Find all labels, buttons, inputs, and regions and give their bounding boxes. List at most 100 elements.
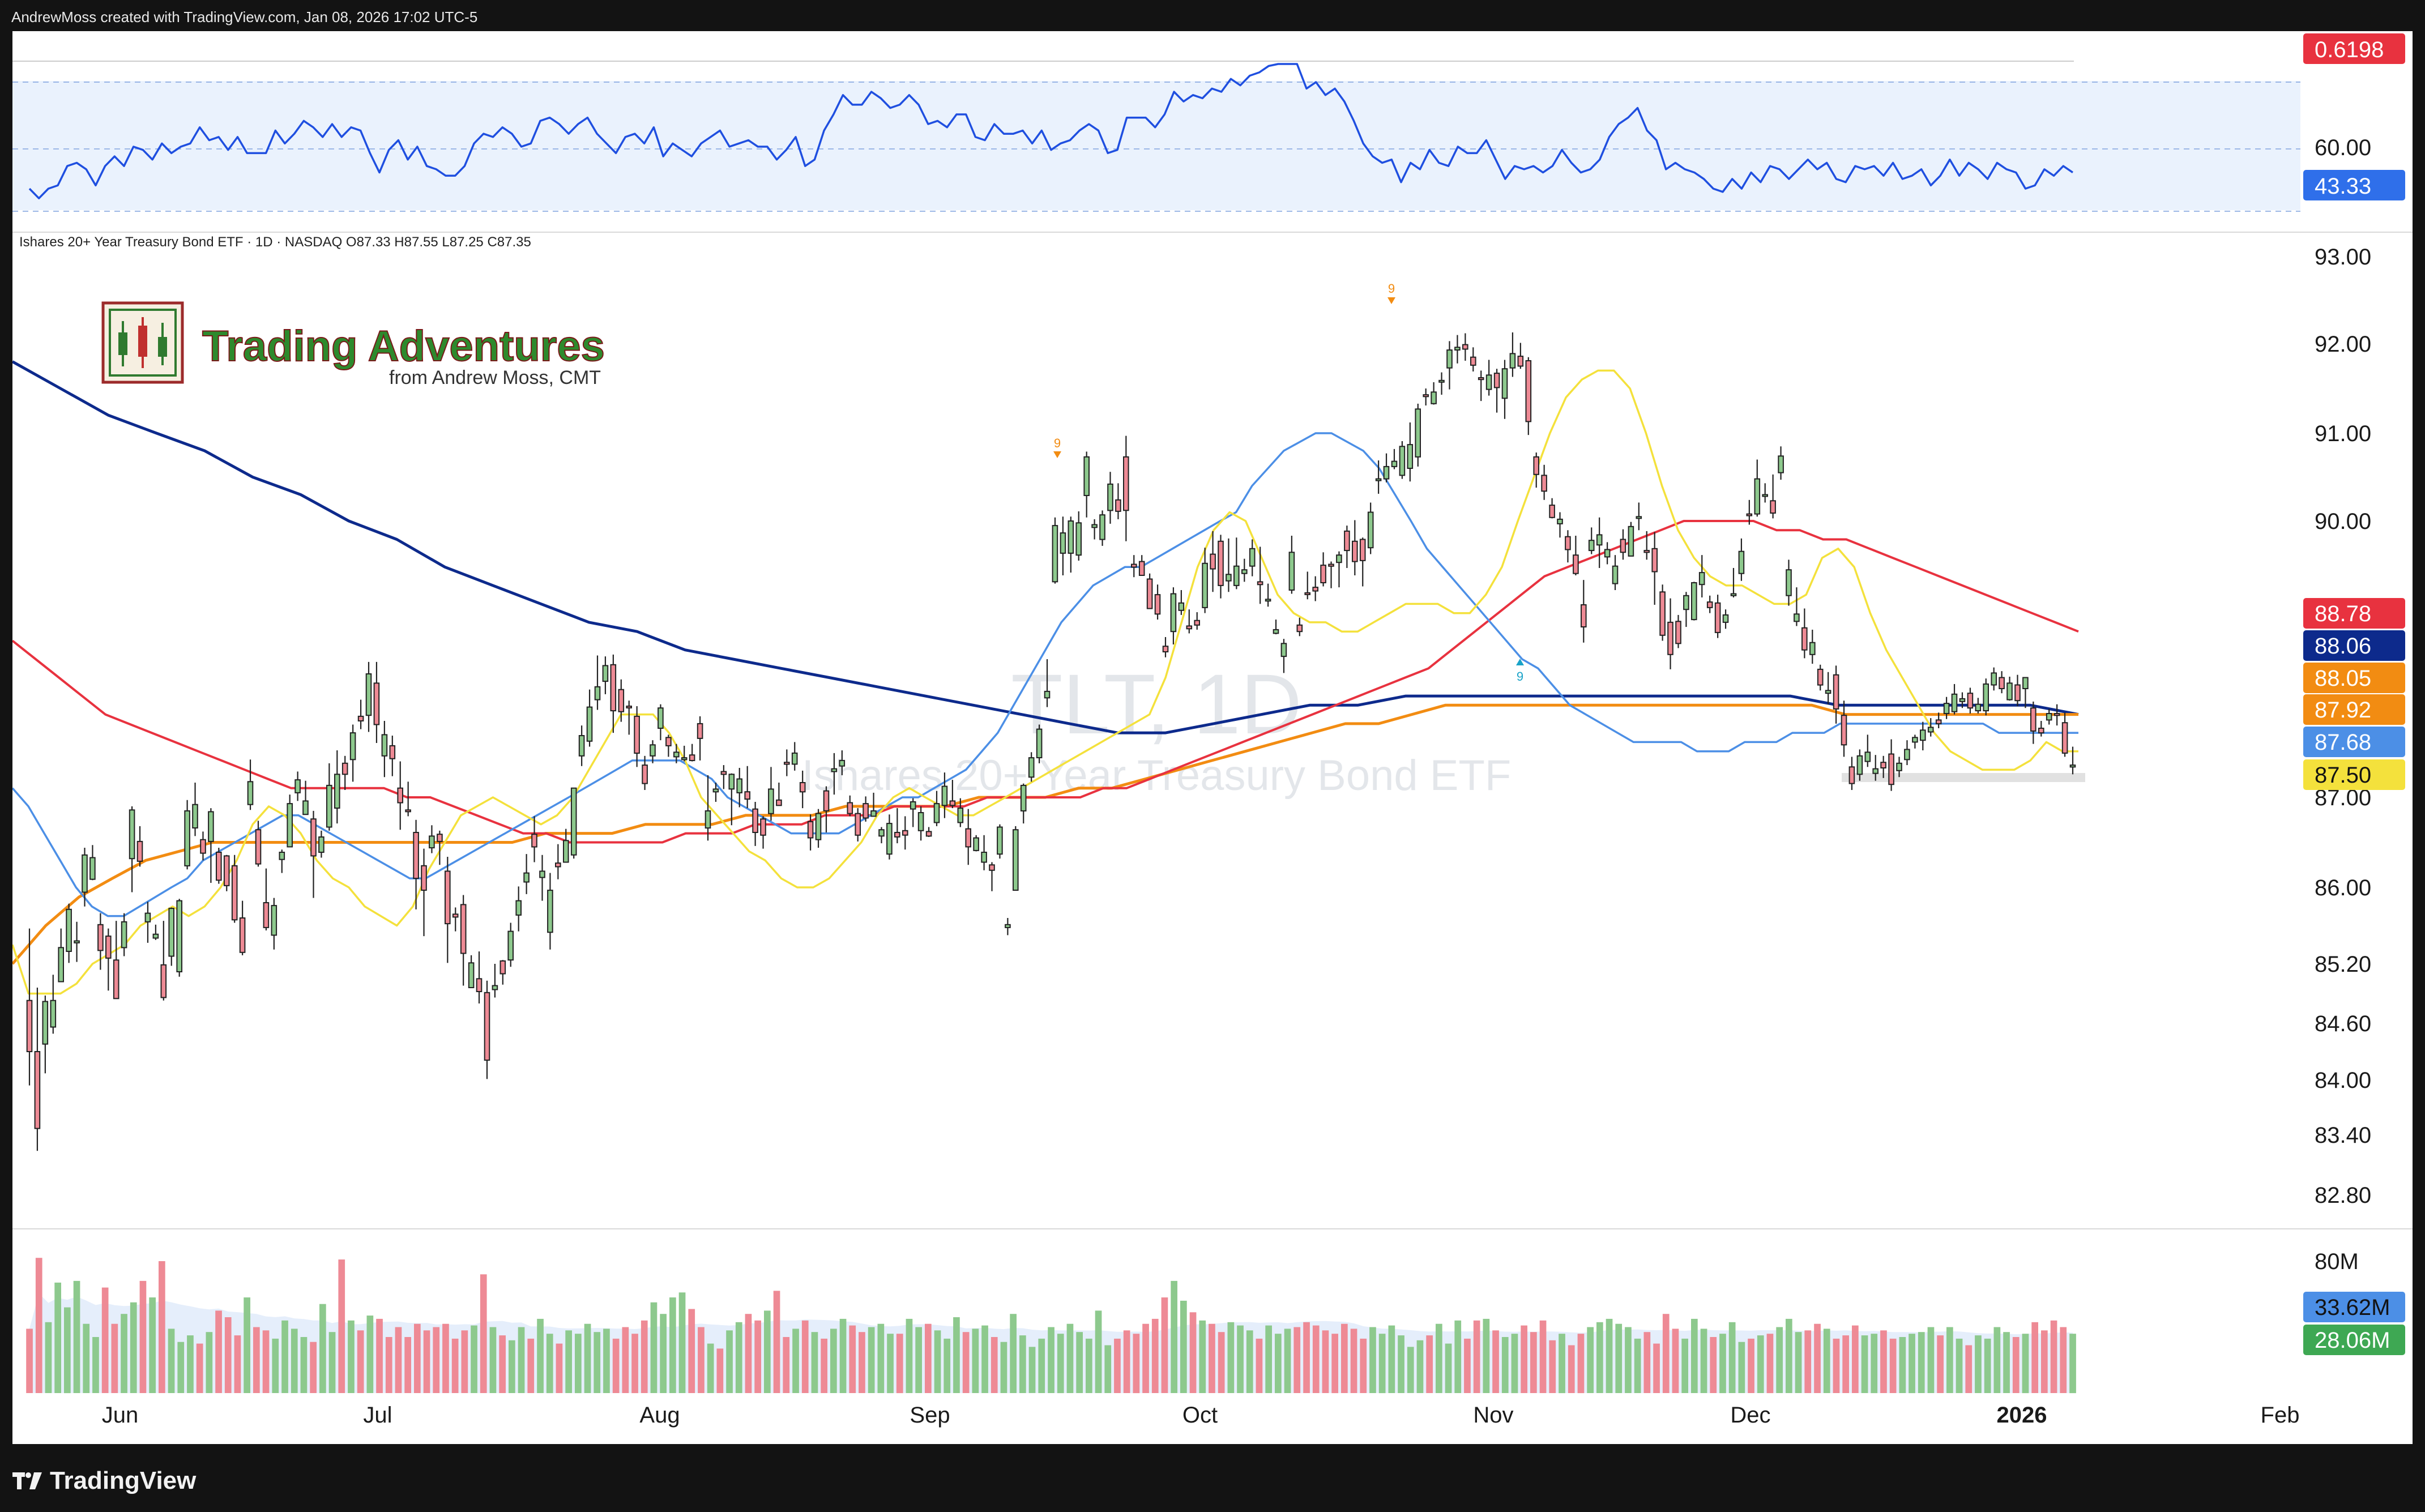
candle[interactable] xyxy=(160,921,167,1001)
candle[interactable] xyxy=(728,773,735,826)
candle[interactable] xyxy=(1643,531,1650,560)
candle[interactable] xyxy=(1675,614,1681,648)
candle[interactable] xyxy=(563,828,569,863)
candle[interactable] xyxy=(74,921,80,962)
candle[interactable] xyxy=(547,873,553,950)
candle[interactable] xyxy=(1075,511,1082,561)
candle[interactable] xyxy=(1344,526,1350,568)
candle[interactable] xyxy=(1841,701,1847,757)
candle[interactable] xyxy=(1888,739,1894,791)
candle[interactable] xyxy=(1501,360,1508,419)
candle[interactable] xyxy=(839,750,846,775)
candle[interactable] xyxy=(799,770,806,809)
candle[interactable] xyxy=(1817,664,1824,691)
candle[interactable] xyxy=(1943,697,1950,719)
candle[interactable] xyxy=(1509,332,1516,377)
candle[interactable] xyxy=(452,907,459,932)
candle[interactable] xyxy=(1549,498,1555,519)
candle[interactable] xyxy=(1052,517,1058,584)
candle[interactable] xyxy=(1068,516,1074,573)
candle[interactable] xyxy=(973,835,979,852)
candle[interactable] xyxy=(1935,712,1942,728)
candle[interactable] xyxy=(176,899,182,977)
candle[interactable] xyxy=(989,862,995,891)
candle[interactable] xyxy=(1115,483,1121,519)
candle[interactable] xyxy=(492,964,498,998)
candle[interactable] xyxy=(1754,459,1761,517)
candle[interactable] xyxy=(586,689,593,747)
candle[interactable] xyxy=(97,913,104,970)
tradingview-logo[interactable]: TradingView xyxy=(12,1464,196,1498)
candle[interactable] xyxy=(271,898,277,950)
candle[interactable] xyxy=(634,706,640,767)
candle[interactable] xyxy=(437,830,443,865)
candle[interactable] xyxy=(1383,453,1390,482)
candle[interactable] xyxy=(326,763,332,831)
candle[interactable] xyxy=(578,725,585,766)
candle[interactable] xyxy=(815,809,822,848)
candle[interactable] xyxy=(1794,587,1800,626)
candle[interactable] xyxy=(626,701,633,735)
candle[interactable] xyxy=(1801,608,1808,659)
candle[interactable] xyxy=(82,848,88,907)
candle[interactable] xyxy=(933,791,940,826)
candle[interactable] xyxy=(263,868,270,930)
candle[interactable] xyxy=(42,996,49,1074)
candle[interactable] xyxy=(863,796,869,822)
candle[interactable] xyxy=(1825,672,1831,704)
candle[interactable] xyxy=(318,830,325,858)
candle[interactable] xyxy=(50,975,57,1034)
candle[interactable] xyxy=(1186,609,1193,634)
candle[interactable] xyxy=(1485,360,1492,396)
candle[interactable] xyxy=(1399,441,1406,479)
candle[interactable] xyxy=(507,922,514,967)
candle[interactable] xyxy=(1683,592,1689,627)
candle[interactable] xyxy=(468,955,475,989)
candle[interactable] xyxy=(1431,382,1437,405)
candle[interactable] xyxy=(405,781,411,817)
candle[interactable] xyxy=(776,782,782,806)
candle[interactable] xyxy=(381,720,388,778)
candle[interactable] xyxy=(1848,757,1855,790)
candle[interactable] xyxy=(1210,531,1216,592)
candle[interactable] xyxy=(1706,595,1713,613)
candle[interactable] xyxy=(1722,609,1729,629)
candle[interactable] xyxy=(1714,595,1721,638)
time-axis[interactable]: Jun Jul Aug Sep Oct Nov Dec 2026 Feb xyxy=(102,1403,2300,1428)
candle[interactable] xyxy=(902,816,908,850)
candle[interactable] xyxy=(1091,519,1098,540)
candle[interactable] xyxy=(429,825,435,853)
candle[interactable] xyxy=(287,795,293,848)
candle[interactable] xyxy=(823,786,830,833)
candle[interactable] xyxy=(66,903,72,963)
candle[interactable] xyxy=(1636,502,1642,531)
candle[interactable] xyxy=(760,816,766,849)
candle[interactable] xyxy=(349,724,356,782)
candle[interactable] xyxy=(1541,464,1547,500)
candle[interactable] xyxy=(910,798,916,827)
candle[interactable] xyxy=(1620,529,1626,560)
candle[interactable] xyxy=(791,742,798,771)
candle[interactable] xyxy=(1462,333,1468,361)
candle[interactable] xyxy=(1304,571,1310,600)
candle[interactable] xyxy=(855,808,861,842)
candle[interactable] xyxy=(1770,474,1776,519)
candle[interactable] xyxy=(1005,918,1011,936)
candle[interactable] xyxy=(941,772,948,818)
candle[interactable] xyxy=(720,765,727,789)
candle[interactable] xyxy=(200,831,206,861)
candle[interactable] xyxy=(1359,537,1366,587)
candle[interactable] xyxy=(1628,522,1634,557)
candle[interactable] xyxy=(1904,740,1910,766)
candle[interactable] xyxy=(736,767,743,808)
candle[interactable] xyxy=(712,782,719,802)
candle[interactable] xyxy=(1178,590,1185,615)
candle[interactable] xyxy=(1099,510,1105,546)
candle[interactable] xyxy=(1565,530,1571,563)
candle[interactable] xyxy=(1288,536,1295,594)
candle[interactable] xyxy=(1533,452,1539,488)
candle[interactable] xyxy=(1170,587,1177,644)
rsi-pane[interactable] xyxy=(12,61,2300,212)
candle[interactable] xyxy=(1020,783,1027,824)
candle[interactable] xyxy=(302,780,309,815)
